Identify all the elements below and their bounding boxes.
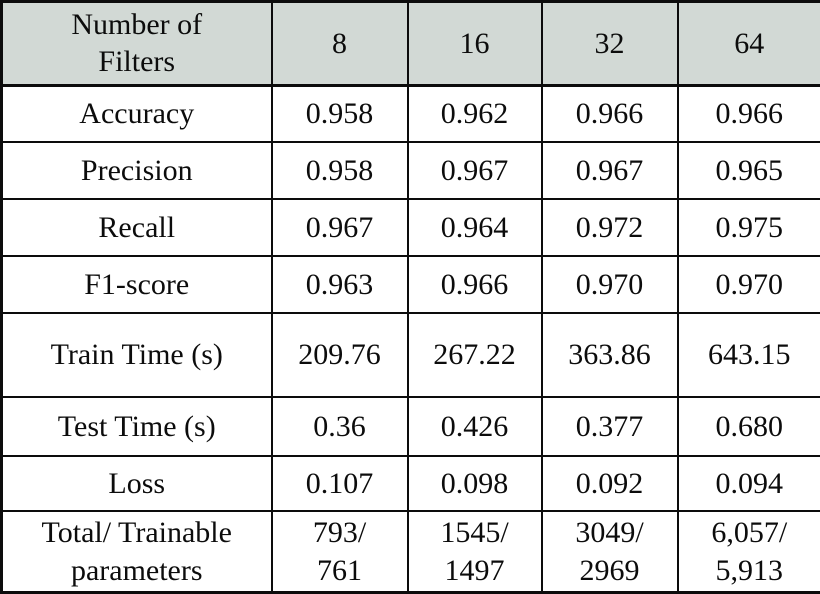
row-label-loss: Loss [0,455,273,512]
cell-loss-8: 0.107 [270,455,409,512]
cell-accuracy-32: 0.966 [540,84,679,143]
table-row-test-time: Test Time (s) 0.36 0.426 0.377 0.680 [0,396,820,457]
cell-accuracy-8: 0.958 [270,84,409,143]
table-row-recall: Recall 0.967 0.964 0.972 0.975 [0,198,820,257]
header-row: Number of Filters 8 16 32 64 [0,0,820,86]
cell-f1-32: 0.970 [540,255,679,314]
table-row-train-time: Train Time (s) 209.76 267.22 363.86 643.… [0,312,820,398]
table-row-parameters: Total/ Trainable parameters 793/ 761 154… [0,510,820,594]
row-label-accuracy: Accuracy [0,84,273,143]
table-row-f1-score: F1-score 0.963 0.966 0.970 0.970 [0,255,820,314]
cell-precision-32: 0.967 [540,141,679,200]
cell-parameters-32: 3049/ 2969 [540,510,679,594]
cell-train-time-8: 209.76 [270,312,409,398]
row-label-train-time: Train Time (s) [0,312,273,398]
row-label-precision: Precision [0,141,273,200]
cell-loss-32: 0.092 [540,455,679,512]
cell-loss-64: 0.094 [676,455,820,512]
cell-recall-32: 0.972 [540,198,679,257]
cell-test-time-8: 0.36 [270,396,409,457]
cell-accuracy-16: 0.962 [406,84,543,143]
cell-precision-8: 0.958 [270,141,409,200]
column-header-32: 32 [540,0,679,86]
cell-f1-16: 0.966 [406,255,543,314]
cell-recall-16: 0.964 [406,198,543,257]
cell-train-time-16: 267.22 [406,312,543,398]
row-label-test-time: Test Time (s) [0,396,273,457]
cell-test-time-32: 0.377 [540,396,679,457]
cell-accuracy-64: 0.966 [676,84,820,143]
cell-train-time-64: 643.15 [676,312,820,398]
column-header-64: 64 [676,0,820,86]
cell-test-time-16: 0.426 [406,396,543,457]
table-row-precision: Precision 0.958 0.967 0.967 0.965 [0,141,820,200]
cell-train-time-32: 363.86 [540,312,679,398]
cell-f1-8: 0.963 [270,255,409,314]
row-label-recall: Recall [0,198,273,257]
table-row-loss: Loss 0.107 0.098 0.092 0.094 [0,455,820,512]
cell-loss-16: 0.098 [406,455,543,512]
cell-precision-16: 0.967 [406,141,543,200]
row-label-parameters: Total/ Trainable parameters [0,510,273,594]
cell-parameters-8: 793/ 761 [270,510,409,594]
cell-recall-64: 0.975 [676,198,820,257]
cell-test-time-64: 0.680 [676,396,820,457]
column-header-8: 8 [270,0,409,86]
corner-header-number-of-filters: Number of Filters [0,0,273,86]
cell-recall-8: 0.967 [270,198,409,257]
table-row-accuracy: Accuracy 0.958 0.962 0.966 0.966 [0,84,820,143]
cell-precision-64: 0.965 [676,141,820,200]
row-label-f1-score: F1-score [0,255,273,314]
cell-parameters-64: 6,057/ 5,913 [676,510,820,594]
cell-parameters-16: 1545/ 1497 [406,510,543,594]
cell-f1-64: 0.970 [676,255,820,314]
column-header-16: 16 [406,0,543,86]
